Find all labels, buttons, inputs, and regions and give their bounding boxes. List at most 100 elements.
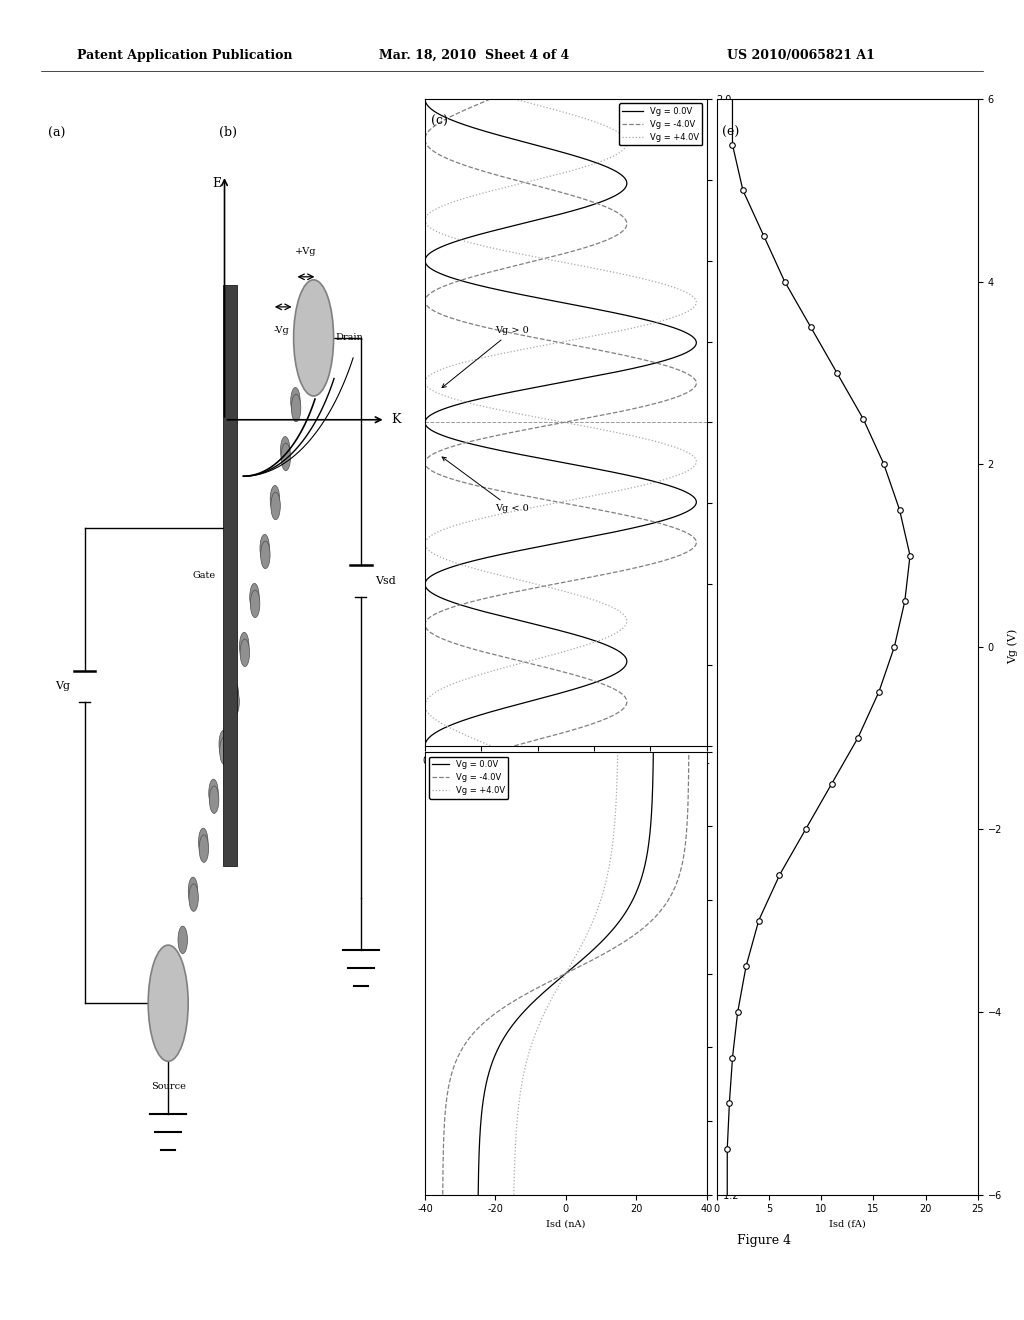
Circle shape xyxy=(178,927,187,953)
Vg = -4.0V xyxy=(683,755,695,771)
Text: (c): (c) xyxy=(430,115,447,128)
Vg = 0.0V xyxy=(466,228,478,244)
Text: (e): (e) xyxy=(722,127,739,140)
Vg = 0.0V xyxy=(484,441,497,457)
Text: Gate: Gate xyxy=(193,572,215,579)
Circle shape xyxy=(250,583,259,611)
Vg = 0.0V xyxy=(647,744,659,760)
Vg = -4.0V xyxy=(595,948,607,964)
Vg = +4.0V xyxy=(583,924,595,940)
Vg = +4.0V xyxy=(611,755,624,771)
Vg = -4.0V xyxy=(484,91,497,107)
Y-axis label: Vg (V): Vg (V) xyxy=(1008,630,1018,664)
Vg = +4.0V xyxy=(508,1187,520,1203)
X-axis label: Isd (fA): Isd (fA) xyxy=(829,1220,865,1229)
Text: Vsd: Vsd xyxy=(376,576,396,586)
Circle shape xyxy=(281,437,290,463)
Circle shape xyxy=(240,632,249,660)
Circle shape xyxy=(261,541,270,569)
Circle shape xyxy=(282,444,291,471)
Vg = +4.0V xyxy=(443,228,456,244)
Circle shape xyxy=(292,395,301,421)
Circle shape xyxy=(219,737,229,764)
Circle shape xyxy=(209,785,219,813)
Circle shape xyxy=(302,346,311,372)
Circle shape xyxy=(199,836,209,862)
Text: (d): (d) xyxy=(432,767,450,780)
Legend: Vg = 0.0V, Vg = -4.0V, Vg = +4.0V: Vg = 0.0V, Vg = -4.0V, Vg = +4.0V xyxy=(620,103,702,145)
Circle shape xyxy=(229,681,239,709)
Circle shape xyxy=(241,639,250,667)
Vg = +4.0V xyxy=(611,744,624,760)
Vg = -4.0V xyxy=(543,974,555,990)
Text: Vg: Vg xyxy=(55,681,70,692)
Vg = +4.0V xyxy=(570,948,583,964)
Vg = -4.0V xyxy=(611,705,624,721)
Text: K: K xyxy=(391,413,400,426)
Vg = +4.0V xyxy=(553,977,565,993)
Text: -Vg: -Vg xyxy=(273,326,289,335)
Circle shape xyxy=(291,388,300,414)
Vg = -4.0V xyxy=(440,441,453,457)
Vg = -4.0V xyxy=(511,424,523,440)
Vg = +4.0V xyxy=(607,824,620,840)
Vg = 0.0V xyxy=(581,948,593,964)
Circle shape xyxy=(271,492,281,520)
Vg = -4.0V xyxy=(608,228,621,244)
Line: Vg = -4.0V: Vg = -4.0V xyxy=(425,99,696,746)
Vg = -4.0V xyxy=(633,924,645,940)
X-axis label: Isd (nA): Isd (nA) xyxy=(546,1220,586,1229)
Vg = 0.0V xyxy=(644,824,656,840)
Vg = +4.0V xyxy=(484,738,497,754)
Legend: Vg = 0.0V, Vg = -4.0V, Vg = +4.0V: Vg = 0.0V, Vg = -4.0V, Vg = +4.0V xyxy=(429,756,508,799)
Bar xyxy=(223,285,238,866)
Text: (b): (b) xyxy=(219,127,237,140)
Vg = -4.0V xyxy=(508,738,520,754)
Vg = +4.0V xyxy=(604,424,616,440)
Line: Vg = +4.0V: Vg = +4.0V xyxy=(514,752,617,1195)
Vg = +4.0V xyxy=(578,110,590,125)
Vg = -4.0V xyxy=(538,977,550,993)
Vg = 0.0V xyxy=(427,424,439,440)
Circle shape xyxy=(209,779,218,807)
Text: (a): (a) xyxy=(48,127,66,140)
Circle shape xyxy=(260,535,269,562)
Circle shape xyxy=(270,486,280,513)
Circle shape xyxy=(294,280,334,396)
Circle shape xyxy=(251,590,260,618)
Line: Vg = 0.0V: Vg = 0.0V xyxy=(478,752,653,1195)
Text: Vg > 0: Vg > 0 xyxy=(442,326,529,388)
Line: Vg = 0.0V: Vg = 0.0V xyxy=(425,99,696,746)
Vg = +4.0V xyxy=(508,91,520,107)
Text: Mar. 18, 2010  Sheet 4 of 4: Mar. 18, 2010 Sheet 4 of 4 xyxy=(379,49,569,62)
Text: Patent Application Publication: Patent Application Publication xyxy=(77,49,292,62)
Vg = 0.0V xyxy=(550,974,562,990)
Circle shape xyxy=(219,730,228,758)
Vg = -4.0V xyxy=(442,110,455,125)
Vg = 0.0V xyxy=(547,977,559,993)
Vg = 0.0V xyxy=(419,738,431,754)
Vg = 0.0V xyxy=(440,110,453,125)
Text: US 2010/0065821 A1: US 2010/0065821 A1 xyxy=(727,49,874,62)
X-axis label: T: T xyxy=(561,771,570,784)
Vg = 0.0V xyxy=(481,705,494,721)
Vg = -4.0V xyxy=(441,110,454,125)
Vg = -4.0V xyxy=(683,744,695,760)
Vg = +4.0V xyxy=(555,974,567,990)
Text: Vg < 0: Vg < 0 xyxy=(442,457,529,513)
Vg = +4.0V xyxy=(577,110,589,125)
Vg = -4.0V xyxy=(680,824,692,840)
Vg = 0.0V xyxy=(441,110,454,125)
Vg = 0.0V xyxy=(419,91,431,107)
Circle shape xyxy=(188,878,198,904)
Text: Drain: Drain xyxy=(336,334,364,342)
Line: Vg = -4.0V: Vg = -4.0V xyxy=(442,752,689,1195)
Vg = 0.0V xyxy=(647,755,659,771)
Circle shape xyxy=(199,828,208,855)
Y-axis label: Vsd (V): Vsd (V) xyxy=(745,953,756,994)
Text: Source: Source xyxy=(151,1082,185,1092)
Vg = +4.0V xyxy=(673,441,685,457)
Circle shape xyxy=(148,945,188,1061)
Line: Vg = +4.0V: Vg = +4.0V xyxy=(425,99,696,746)
Circle shape xyxy=(230,688,240,715)
